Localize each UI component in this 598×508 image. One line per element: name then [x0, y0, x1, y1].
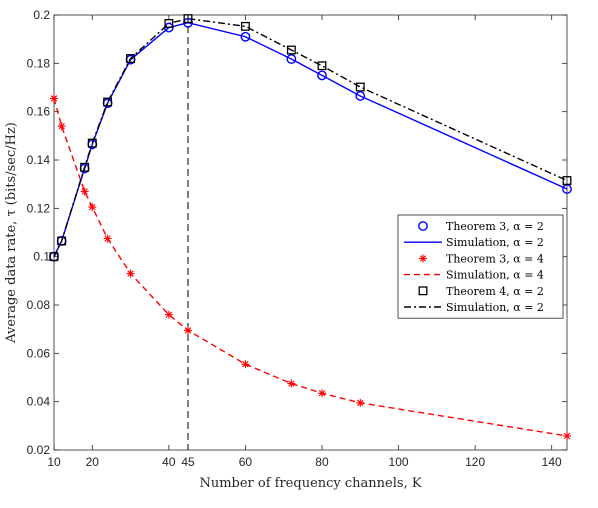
axes: 10 20 40 45 60 80 100 120 140 0.02 0.04 0.06 0.08 0.1… [27, 8, 568, 469]
data-point [355, 91, 366, 101]
data-point [562, 176, 572, 185]
data-point [240, 21, 250, 31]
legend-entry-label: Simulation, α = 4 [446, 269, 544, 282]
legend-marker-swatch [419, 254, 427, 263]
x-tick-label: 140 [542, 455, 562, 469]
data-point [80, 162, 90, 172]
x-tick-label: 60 [239, 455, 253, 469]
data-point [88, 203, 97, 212]
data-point [49, 252, 59, 262]
y-tick-label: 0.1 [33, 250, 50, 264]
data-point [563, 431, 571, 440]
legend: Theorem 3, α = 2 Simulation, α = 2 Theorem… [397, 214, 564, 319]
y-tick-label: 0.04 [27, 395, 51, 409]
data-point [164, 19, 174, 28]
x-tick-label: 100 [389, 455, 409, 469]
data-point [126, 269, 135, 278]
legend-entry-label: Simulation, α = 2 [446, 301, 544, 314]
x-axis-label: Number of frequency channels, K [199, 476, 421, 491]
data-point [103, 97, 113, 107]
y-tick-label: 0.16 [27, 105, 51, 119]
y-tick-label: 0.02 [27, 443, 51, 457]
data-point [80, 187, 89, 196]
data-point [317, 70, 327, 81]
y-tick-label: 0.12 [27, 201, 51, 215]
data-point [183, 14, 193, 24]
legend-entry-label: Theorem 3, α = 4 [446, 252, 544, 265]
plot-marks [49, 14, 572, 450]
x-tick-label: 40 [162, 455, 176, 469]
data-point [183, 326, 192, 335]
data-point [317, 61, 327, 71]
y-tick-label: 0.14 [27, 153, 51, 167]
y-tick-label: 0.08 [27, 298, 51, 312]
data-point [286, 54, 297, 64]
data-point [50, 94, 58, 103]
legend-entry-label: Simulation, α = 2 [446, 236, 544, 249]
x-tick-label: 45 [181, 455, 195, 469]
x-tick-label: 10 [47, 455, 61, 469]
y-axis-label: Average data rate, τ (bits/sec/Hz) [4, 122, 19, 344]
legend-box [397, 214, 564, 319]
y-tick-label: 0.18 [27, 56, 51, 70]
x-tick-label: 80 [315, 455, 329, 469]
legend-marker-swatch [418, 221, 428, 231]
x-tick-label: 120 [465, 455, 485, 469]
legend-entry-label: Theorem 4, α = 2 [446, 285, 544, 298]
legend-marker-swatch [418, 286, 428, 296]
data-point [103, 234, 112, 243]
data-point [317, 389, 326, 398]
data-point [57, 236, 67, 246]
data-point [286, 45, 296, 55]
data-point [164, 310, 173, 319]
data-point [356, 398, 365, 407]
data-point [355, 82, 365, 92]
series-markers-4 [49, 14, 572, 262]
data-point [240, 31, 251, 42]
series-line-5 [53, 17, 568, 257]
legend-entry-label: Theorem 3, α = 2 [446, 220, 544, 233]
series-markers-2 [50, 94, 571, 440]
x-tick-label: 20 [86, 455, 100, 469]
plot-frame [53, 14, 568, 451]
y-tick-label: 0.2 [33, 8, 50, 22]
data-point [241, 360, 250, 369]
data-point [57, 122, 66, 131]
y-tick-label: 0.06 [27, 346, 51, 360]
data-point [87, 138, 97, 148]
data-point [126, 54, 136, 63]
data-point [287, 379, 296, 388]
